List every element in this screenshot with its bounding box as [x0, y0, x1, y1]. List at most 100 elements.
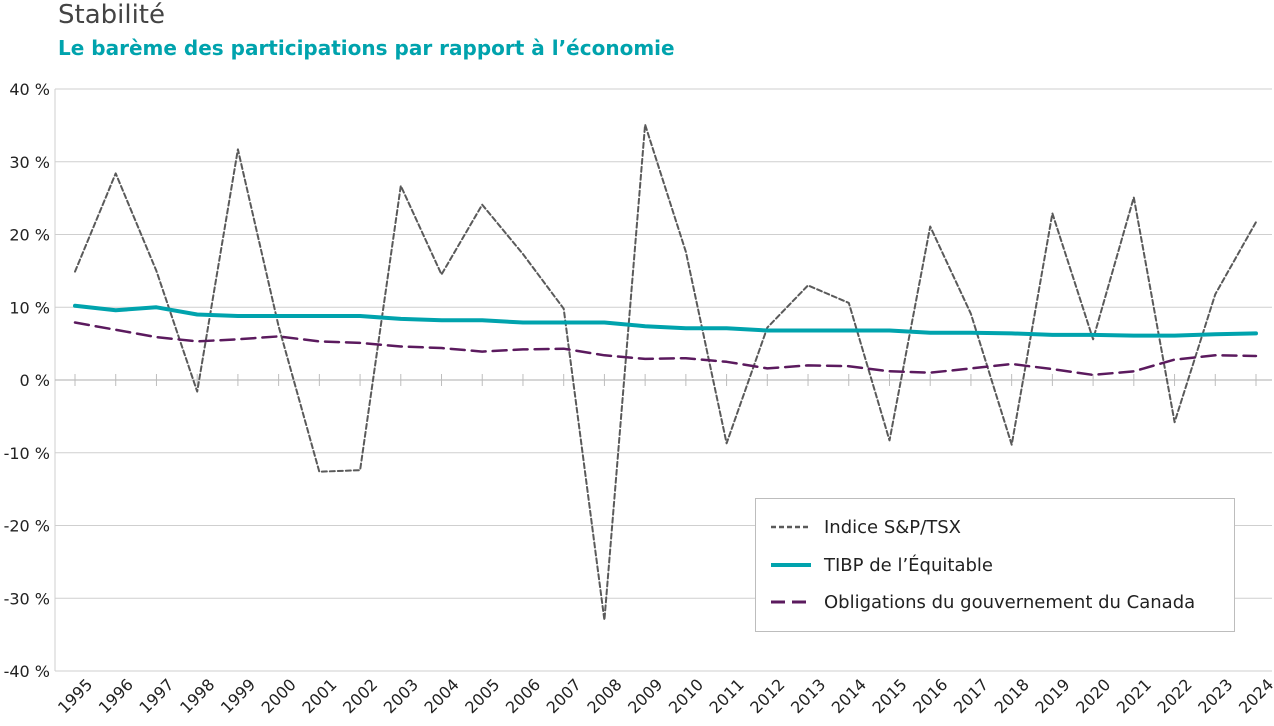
data-point-series-0 [1174, 421, 1176, 423]
data-point-series-0 [1052, 213, 1054, 215]
data-point-series-2 [644, 358, 646, 360]
data-point-series-2 [196, 341, 198, 343]
data-point-series-2 [889, 370, 891, 372]
x-tick-label: 2006 [502, 675, 544, 717]
data-point-series-0 [1255, 221, 1257, 223]
y-tick-label: 10 % [9, 298, 50, 317]
x-tick-label: 2005 [461, 675, 503, 717]
x-tick-label: 2014 [828, 675, 870, 717]
x-tick-label: 1996 [95, 675, 137, 717]
data-point-series-1 [767, 330, 769, 332]
data-point-series-2 [359, 342, 361, 344]
y-tick-label: -40 % [4, 662, 50, 681]
x-tick-label: 2000 [258, 675, 300, 717]
x-tick-label: 1997 [135, 675, 177, 717]
data-point-series-0 [74, 271, 76, 273]
legend-swatch-sp-tsx [771, 525, 811, 529]
data-point-series-1 [563, 322, 565, 324]
data-point-series-1 [481, 320, 483, 322]
data-point-series-1 [278, 315, 280, 317]
data-point-series-2 [1133, 370, 1135, 372]
x-tick-label: 1995 [54, 675, 96, 717]
data-point-series-0 [563, 308, 565, 310]
data-point-series-2 [970, 368, 972, 370]
data-point-series-0 [604, 619, 606, 621]
data-point-series-0 [522, 253, 524, 255]
data-point-series-1 [359, 315, 361, 317]
data-point-series-2 [481, 351, 483, 353]
x-tick-label: 2022 [1154, 675, 1196, 717]
data-point-series-2 [929, 372, 931, 374]
data-point-series-0 [1214, 293, 1216, 295]
data-point-series-0 [278, 325, 280, 327]
data-point-series-1 [74, 305, 76, 307]
data-point-series-1 [522, 322, 524, 324]
x-tick-label: 2020 [1072, 675, 1114, 717]
data-point-series-1 [156, 306, 158, 308]
data-point-series-2 [156, 336, 158, 338]
data-point-series-1 [441, 320, 443, 322]
data-point-series-1 [237, 315, 239, 317]
data-point-series-0 [726, 442, 728, 444]
data-point-series-0 [929, 226, 931, 228]
series-line-1 [73, 303, 1258, 338]
data-point-series-1 [929, 332, 931, 334]
data-point-series-0 [196, 391, 198, 393]
data-point-series-0 [319, 471, 321, 473]
x-tick-label: 2015 [868, 675, 910, 717]
data-point-series-0 [970, 313, 972, 315]
data-point-series-2 [848, 365, 850, 367]
data-point-series-1 [848, 330, 850, 332]
data-point-series-0 [359, 469, 361, 471]
data-point-series-2 [1011, 363, 1013, 365]
legend-label-tibp: TIBP de l’Équitable [824, 554, 993, 576]
y-tick-label: 0 % [20, 371, 50, 390]
y-tick-label: -10 % [4, 444, 50, 463]
chart-title: Stabilité [58, 0, 165, 30]
data-point-series-0 [441, 274, 443, 276]
legend-item-tibp: TIBP de l’Équitable [770, 553, 993, 577]
x-tick-label: 2003 [380, 675, 422, 717]
y-tick-label: 20 % [9, 226, 50, 245]
data-point-series-1 [1092, 334, 1094, 336]
data-point-series-2 [74, 322, 76, 324]
data-point-series-1 [1214, 333, 1216, 335]
legend-swatch-canada-bonds [771, 600, 811, 604]
y-tick-label: -20 % [4, 517, 50, 536]
x-tick-label: 2007 [543, 675, 585, 717]
x-tick-label: 2016 [909, 675, 951, 717]
data-point-series-2 [685, 357, 687, 359]
data-point-series-0 [400, 185, 402, 187]
legend-swatch-tibp [771, 563, 811, 567]
series-line-0 [74, 123, 1257, 622]
data-point-series-1 [807, 330, 809, 332]
x-tick-label: 2018 [991, 675, 1033, 717]
x-tick-label: 2024 [1235, 675, 1274, 717]
data-point-series-0 [685, 251, 687, 253]
data-point-series-2 [1052, 368, 1054, 370]
data-point-series-2 [767, 368, 769, 370]
data-point-series-1 [685, 328, 687, 330]
data-point-series-0 [848, 302, 850, 304]
x-tick-label: 2019 [1031, 675, 1073, 717]
data-point-series-2 [522, 349, 524, 351]
x-tick-label: 2001 [298, 675, 340, 717]
data-point-series-0 [767, 327, 769, 329]
x-tick-label: 2013 [787, 675, 829, 717]
x-tick-label: 2011 [706, 675, 748, 717]
data-point-series-1 [726, 328, 728, 330]
legend: Indice S&P/TSX TIBP de l’Équitable Oblig… [755, 498, 1235, 632]
legend-label-canada-bonds: Obligations du gouvernement du Canada [824, 591, 1196, 613]
data-point-series-1 [1174, 335, 1176, 337]
data-point-series-1 [1052, 334, 1054, 336]
x-tick-label: 1999 [217, 675, 259, 717]
data-point-series-1 [1255, 333, 1257, 335]
data-point-series-1 [400, 318, 402, 320]
data-point-series-1 [1133, 335, 1135, 337]
y-tick-label: 40 % [9, 80, 50, 99]
data-point-series-1 [970, 332, 972, 334]
data-point-series-0 [237, 149, 239, 151]
data-point-series-0 [644, 124, 646, 126]
data-point-series-2 [807, 365, 809, 367]
x-tick-label: 2017 [950, 675, 992, 717]
